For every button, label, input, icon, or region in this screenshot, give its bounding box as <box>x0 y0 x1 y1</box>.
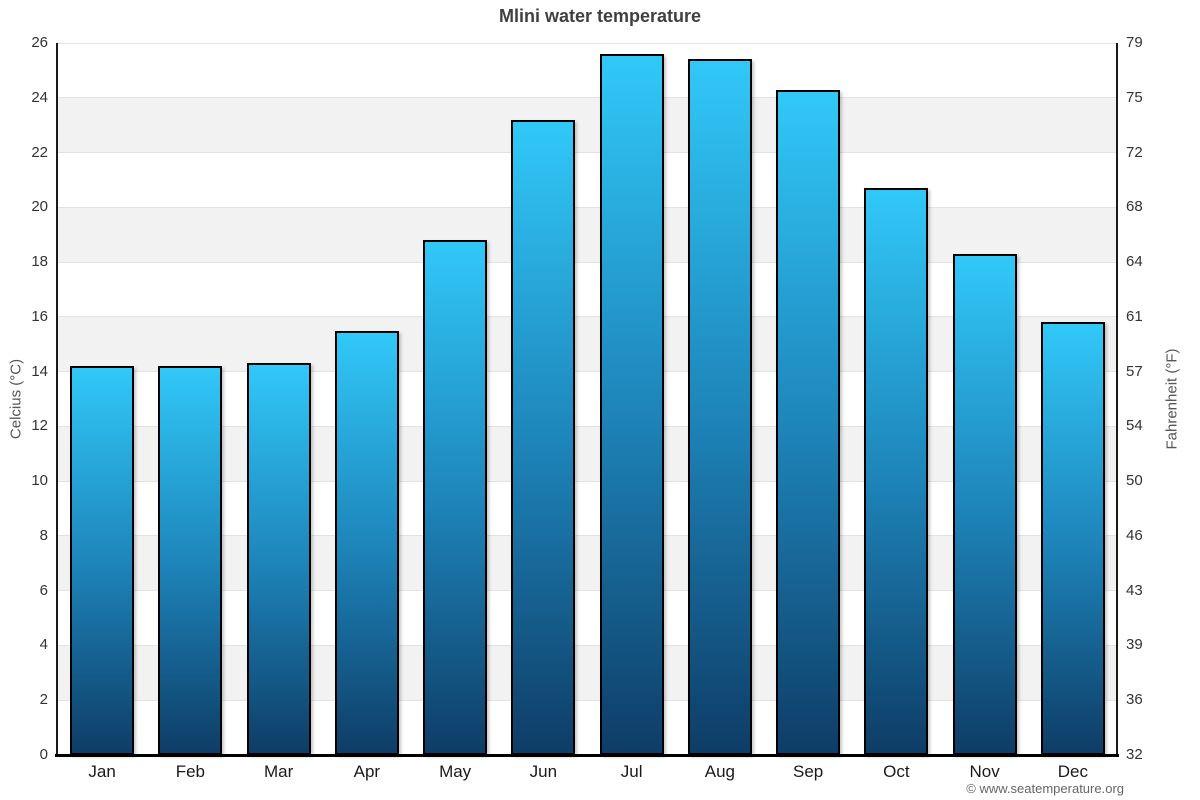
y-tick-celsius: 6 <box>39 581 48 599</box>
chart-title: Mlini water temperature <box>498 6 702 26</box>
y-tick-celsius: 4 <box>39 636 48 654</box>
y-tick-fahrenheit: 36 <box>1126 691 1143 709</box>
y-tick-celsius: 20 <box>31 198 48 216</box>
bar-jun[interactable] <box>511 119 576 755</box>
y-tick-celsius: 18 <box>31 253 48 271</box>
x-tick-aug: Aug <box>704 762 735 781</box>
gridline <box>58 206 1117 208</box>
y-axis-right-line <box>1116 43 1118 755</box>
x-tick-sep: Sep <box>793 762 824 781</box>
y-tick-celsius: 26 <box>31 34 48 51</box>
bar-jan[interactable] <box>70 366 135 755</box>
x-tick-jul: Jul <box>620 762 643 781</box>
x-tick-nov: Nov <box>969 762 1000 781</box>
x-tick-apr: Apr <box>353 762 381 781</box>
gridline <box>58 97 1117 99</box>
y-tick-fahrenheit: 68 <box>1126 198 1143 216</box>
plot-band <box>58 645 1117 701</box>
y-tick-celsius: 22 <box>31 143 48 161</box>
x-tick-feb: Feb <box>175 762 206 781</box>
bar-dec[interactable] <box>1040 322 1105 755</box>
y-tick-fahrenheit: 57 <box>1126 362 1143 380</box>
bar-aug[interactable] <box>687 59 752 755</box>
gridline <box>58 699 1117 701</box>
y-tick-celsius: 10 <box>31 472 48 490</box>
gridline <box>58 261 1117 263</box>
y-tick-fahrenheit: 39 <box>1126 636 1143 654</box>
gridline <box>58 371 1117 373</box>
gridline <box>58 316 1117 318</box>
y-tick-fahrenheit: 61 <box>1126 307 1143 325</box>
gridline <box>58 152 1117 154</box>
bar-nov[interactable] <box>952 253 1017 755</box>
plot-band <box>58 316 1117 372</box>
y-tick-celsius: 12 <box>31 417 48 435</box>
plot-area <box>58 42 1117 755</box>
y-tick-fahrenheit: 46 <box>1126 526 1143 544</box>
x-tick-jun: Jun <box>529 762 558 781</box>
x-tick-mar: Mar <box>263 762 294 781</box>
y-tick-celsius: 16 <box>31 307 48 325</box>
plot-band <box>58 535 1117 591</box>
y-tick-fahrenheit: 79 <box>1126 34 1143 51</box>
y-tick-fahrenheit: 72 <box>1126 143 1143 161</box>
y-tick-celsius: 14 <box>31 362 48 380</box>
plot-band <box>58 426 1117 482</box>
x-axis-line <box>55 754 1119 757</box>
gridline <box>58 535 1117 537</box>
gridline <box>58 425 1117 427</box>
y-tick-fahrenheit: 54 <box>1126 417 1143 435</box>
y-tick-fahrenheit: 43 <box>1126 581 1143 599</box>
y-tick-fahrenheit: 75 <box>1126 88 1143 106</box>
y-tick-fahrenheit: 50 <box>1126 472 1143 490</box>
gridline <box>58 644 1117 646</box>
y-axis-left-line <box>56 43 58 755</box>
bar-jul[interactable] <box>599 53 664 755</box>
bar-may[interactable] <box>423 240 488 755</box>
bar-feb[interactable] <box>158 366 223 755</box>
x-tick-jan: Jan <box>88 762 116 781</box>
x-tick-may: May <box>439 762 472 781</box>
x-tick-dec: Dec <box>1057 762 1088 781</box>
bar-apr[interactable] <box>334 330 399 755</box>
y-tick-celsius: 8 <box>39 526 48 544</box>
bar-sep[interactable] <box>776 89 841 755</box>
bar-oct[interactable] <box>864 188 929 755</box>
y-tick-celsius: 24 <box>31 88 48 106</box>
y-tick-fahrenheit: 64 <box>1126 253 1143 271</box>
y-tick-celsius: 2 <box>39 691 48 709</box>
plot-band <box>58 207 1117 263</box>
y-tick-celsius: 0 <box>39 746 48 763</box>
gridline <box>58 480 1117 482</box>
bar-mar[interactable] <box>246 363 311 755</box>
x-tick-oct: Oct <box>883 762 910 781</box>
gridline <box>58 590 1117 592</box>
gridline <box>58 42 1117 44</box>
y-tick-fahrenheit: 32 <box>1126 746 1143 763</box>
plot-band <box>58 97 1117 153</box>
footer-credit-link[interactable]: © www.seatemperature.org <box>966 781 1124 796</box>
